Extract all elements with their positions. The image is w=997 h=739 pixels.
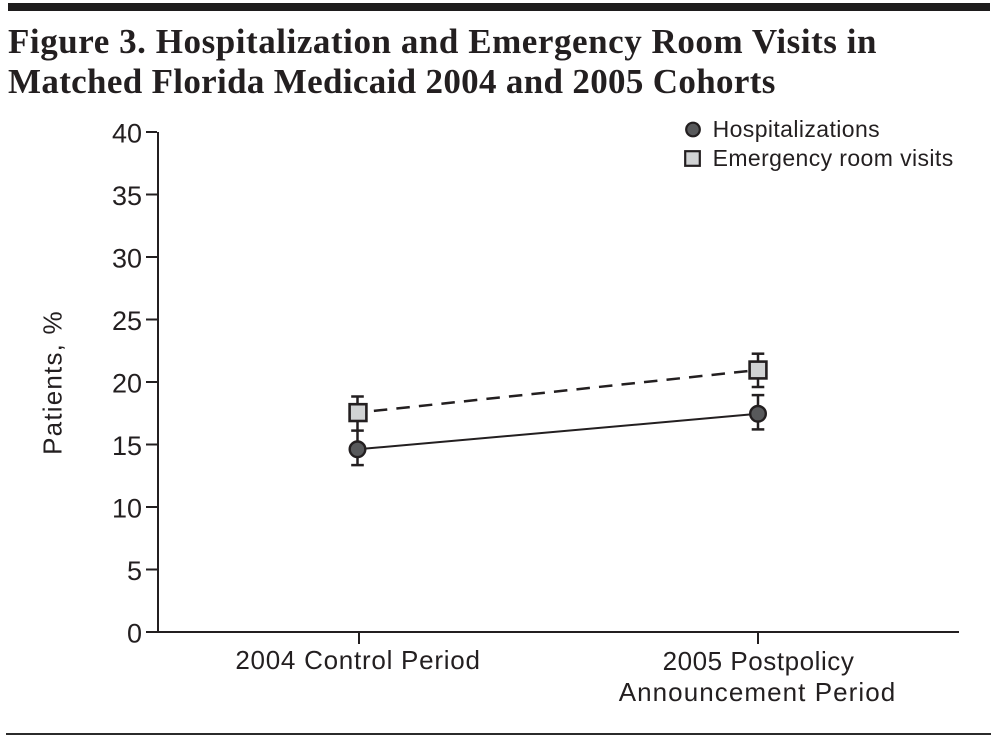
svg-text:2004 Control Period: 2004 Control Period xyxy=(235,645,480,675)
svg-text:15: 15 xyxy=(112,431,142,461)
svg-text:0: 0 xyxy=(127,618,142,648)
svg-text:Hospitalizations: Hospitalizations xyxy=(713,116,880,142)
svg-text:2005 Postpolicy: 2005 Postpolicy xyxy=(663,646,855,676)
svg-text:30: 30 xyxy=(112,243,142,273)
svg-text:25: 25 xyxy=(112,306,142,336)
svg-text:Patients, %: Patients, % xyxy=(38,310,68,455)
svg-text:20: 20 xyxy=(112,368,142,398)
svg-text:5: 5 xyxy=(127,556,142,586)
svg-text:Emergency room visits: Emergency room visits xyxy=(713,145,954,171)
svg-text:40: 40 xyxy=(112,118,142,148)
svg-text:35: 35 xyxy=(112,181,142,211)
svg-text:Announcement Period: Announcement Period xyxy=(619,677,897,707)
svg-text:10: 10 xyxy=(112,493,142,523)
